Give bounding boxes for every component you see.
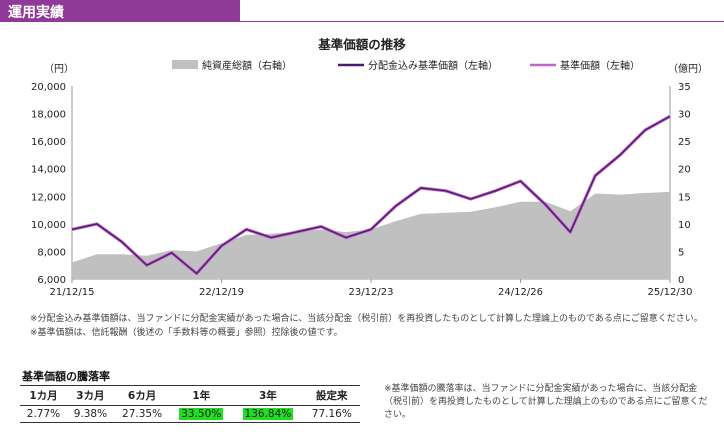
- return-1m: 2.77%: [20, 405, 67, 423]
- x-tick-label: 25/12/30: [648, 287, 693, 298]
- y-left-tick-label: 20,000: [31, 82, 66, 93]
- y-right-tick-label: 0: [678, 275, 684, 286]
- y-right-tick-label: 20: [678, 165, 691, 176]
- y-right-tick-label: 30: [678, 110, 691, 121]
- y-left-tick-label: 8,000: [37, 247, 66, 258]
- legend-swatch-net-assets: [172, 60, 198, 69]
- return-inception: 77.16%: [303, 405, 360, 423]
- y-left-tick-label: 10,000: [31, 220, 66, 231]
- y-left-tick-label: 14,000: [31, 165, 66, 176]
- performance-title: 基準価額の騰落率: [22, 370, 110, 383]
- x-tick-label: 22/12/19: [199, 287, 244, 298]
- period-1m-header: 1カ月: [20, 385, 67, 406]
- y-left-tick-label: 16,000: [31, 137, 66, 148]
- chart-title: 基準価額の推移: [318, 37, 406, 52]
- period-3m-header: 3カ月: [66, 385, 114, 406]
- performance-note: ※基準価額の騰落率は、当ファンドに分配金実績があった場合に、当該分配金（税引前）…: [384, 384, 708, 420]
- section-header: 運用実績: [0, 0, 240, 22]
- legend-label-base-price: 基準価額（左軸）: [560, 59, 640, 72]
- y-right-tick-label: 10: [678, 220, 691, 231]
- x-tick-label: 24/12/26: [498, 287, 543, 298]
- legend-label-net-assets: 純資産総額（右軸）: [202, 59, 292, 72]
- return-1y: 33.50%: [179, 408, 224, 420]
- series-net-assets-area: [72, 191, 670, 279]
- y-left-tick-label: 18,000: [31, 110, 66, 121]
- y-left-tick-label: 6,000: [37, 275, 66, 286]
- y-left-tick-label: 12,000: [31, 192, 66, 203]
- x-tick-label: 23/12/23: [349, 287, 394, 298]
- y-right-axis-label: （億円）: [668, 62, 708, 75]
- section-title: 運用実績: [8, 5, 64, 21]
- return-3m: 9.38%: [66, 405, 114, 423]
- x-tick-label: 21/12/15: [50, 287, 95, 298]
- y-right-tick-label: 25: [678, 137, 691, 148]
- y-right-tick-label: 5: [678, 247, 684, 258]
- return-6m: 27.35%: [113, 405, 171, 423]
- performance-header-row: 1カ月 3カ月 6カ月 1年 3年 設定来: [20, 385, 360, 406]
- chart-note-2: ※基準価額は、信託報酬（後述の「手数料等の概要」参照）控除後の値です。: [30, 328, 343, 338]
- y-left-axis-label: （円）: [44, 63, 74, 75]
- period-6m-header: 6カ月: [113, 385, 171, 406]
- y-right-tick-label: 35: [678, 82, 691, 93]
- performance-value-row: 2.77% 9.38% 27.35% 33.50% 136.84% 77.16%: [20, 405, 360, 423]
- chart-note-1: ※分配金込み基準価額は、当ファンドに分配金実績があった場合に、当該分配金（税引前…: [30, 314, 703, 324]
- legend-label-total-return: 分配金込み基準価額（左軸）: [368, 59, 498, 72]
- period-1y-header: 1年: [170, 385, 233, 406]
- series-total-return-line: [71, 115, 671, 275]
- return-3y: 136.84%: [242, 408, 294, 420]
- y-right-tick-label: 15: [678, 192, 691, 203]
- performance-table: 1カ月 3カ月 6カ月 1年 3年 設定来 2.77% 9.38% 27.35%…: [20, 385, 360, 423]
- period-inception-header: 設定来: [303, 385, 360, 406]
- period-3y-header: 3年: [232, 385, 304, 406]
- header-rule: [0, 21, 724, 22]
- nav-chart: 6,000 8,000 10,000 12,000 14,000 16,000 18,000…: [31, 59, 708, 298]
